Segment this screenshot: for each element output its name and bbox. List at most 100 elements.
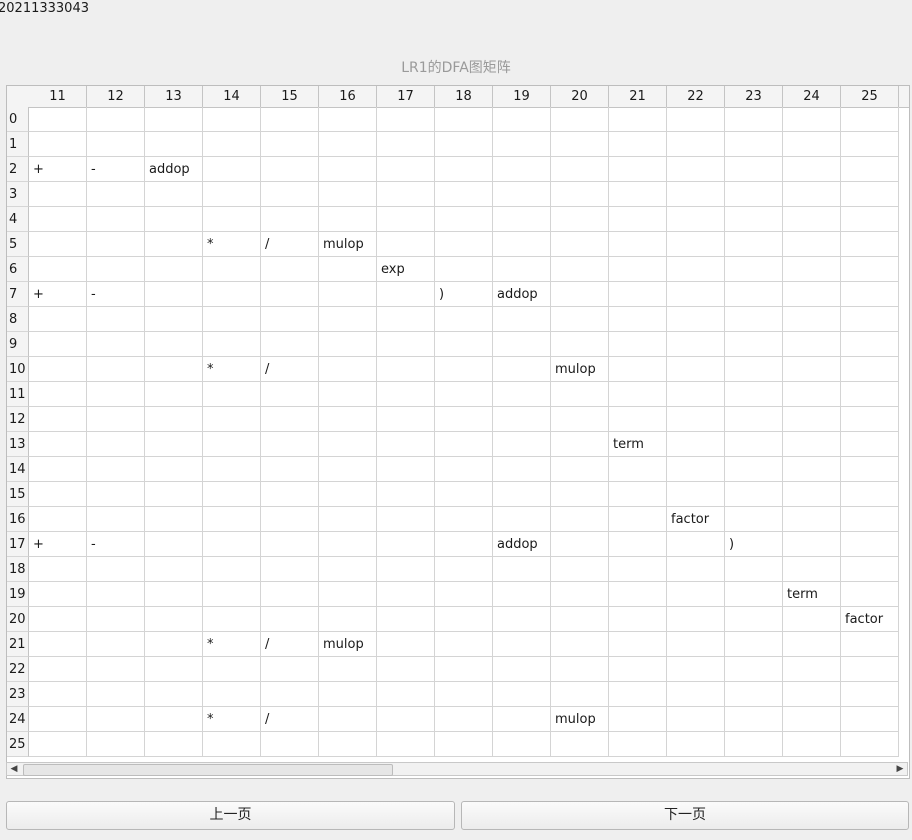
table-cell[interactable]: [435, 582, 493, 607]
table-cell[interactable]: [261, 282, 319, 307]
table-cell[interactable]: [261, 157, 319, 182]
table-cell[interactable]: [435, 507, 493, 532]
column-header[interactable]: 20: [551, 86, 609, 107]
table-cell[interactable]: [783, 207, 841, 232]
table-cell[interactable]: *: [203, 632, 261, 657]
table-cell[interactable]: [319, 607, 377, 632]
table-cell[interactable]: [203, 332, 261, 357]
table-cell[interactable]: [609, 632, 667, 657]
table-cell[interactable]: [377, 632, 435, 657]
table-cell[interactable]: [203, 407, 261, 432]
column-header[interactable]: 19: [493, 86, 551, 107]
table-cell[interactable]: [841, 707, 899, 732]
table-cell[interactable]: [783, 532, 841, 557]
table-cell[interactable]: [435, 557, 493, 582]
table-cell[interactable]: [725, 307, 783, 332]
table-cell[interactable]: [261, 607, 319, 632]
table-cell[interactable]: [609, 257, 667, 282]
table-cell[interactable]: [87, 557, 145, 582]
table-cell[interactable]: [145, 557, 203, 582]
table-cell[interactable]: [377, 732, 435, 757]
table-cell[interactable]: [435, 182, 493, 207]
table-cell[interactable]: [203, 582, 261, 607]
table-cell[interactable]: [377, 307, 435, 332]
table-cell[interactable]: [377, 557, 435, 582]
table-cell[interactable]: [725, 407, 783, 432]
table-cell[interactable]: addop: [493, 282, 551, 307]
table-cell[interactable]: [551, 682, 609, 707]
table-cell[interactable]: [551, 557, 609, 582]
table-cell[interactable]: [841, 157, 899, 182]
table-cell[interactable]: [377, 532, 435, 557]
table-cell[interactable]: [551, 532, 609, 557]
table-cell[interactable]: factor: [841, 607, 899, 632]
table-cell[interactable]: [841, 557, 899, 582]
row-header[interactable]: 25: [7, 732, 29, 757]
table-cell[interactable]: [145, 632, 203, 657]
table-cell[interactable]: [145, 207, 203, 232]
table-cell[interactable]: [435, 132, 493, 157]
row-header[interactable]: 23: [7, 682, 29, 707]
table-cell[interactable]: [87, 357, 145, 382]
table-cell[interactable]: [493, 182, 551, 207]
table-cell[interactable]: [319, 557, 377, 582]
table-cell[interactable]: [783, 407, 841, 432]
table-cell[interactable]: [667, 282, 725, 307]
table-cell[interactable]: [87, 182, 145, 207]
table-cell[interactable]: [493, 482, 551, 507]
table-cell[interactable]: [145, 182, 203, 207]
table-cell[interactable]: [29, 382, 87, 407]
table-cell[interactable]: [725, 582, 783, 607]
table-cell[interactable]: [725, 457, 783, 482]
table-cell[interactable]: [319, 332, 377, 357]
table-cell[interactable]: [319, 257, 377, 282]
table-cell[interactable]: [725, 732, 783, 757]
table-cell[interactable]: [783, 457, 841, 482]
table-cell[interactable]: [493, 432, 551, 457]
table-cell[interactable]: [493, 457, 551, 482]
table-cell[interactable]: [609, 207, 667, 232]
table-cell[interactable]: ): [725, 532, 783, 557]
table-cell[interactable]: [841, 332, 899, 357]
table-cell[interactable]: [29, 457, 87, 482]
row-header[interactable]: 18: [7, 557, 29, 582]
table-cell[interactable]: [319, 457, 377, 482]
row-header[interactable]: 15: [7, 482, 29, 507]
table-cell[interactable]: [435, 307, 493, 332]
table-cell[interactable]: [435, 382, 493, 407]
table-cell[interactable]: [725, 682, 783, 707]
table-cell[interactable]: [87, 332, 145, 357]
table-cell[interactable]: [203, 432, 261, 457]
table-cell[interactable]: [319, 207, 377, 232]
table-cell[interactable]: [725, 657, 783, 682]
table-cell[interactable]: [493, 632, 551, 657]
table-cell[interactable]: [319, 682, 377, 707]
table-cell[interactable]: [551, 732, 609, 757]
table-cell[interactable]: [29, 657, 87, 682]
table-cell[interactable]: *: [203, 357, 261, 382]
table-cell[interactable]: [87, 257, 145, 282]
table-cell[interactable]: [493, 207, 551, 232]
scroll-left-arrow-icon[interactable]: ◀: [10, 764, 18, 774]
table-cell[interactable]: [551, 307, 609, 332]
table-cell[interactable]: [725, 707, 783, 732]
table-cell[interactable]: [29, 332, 87, 357]
table-cell[interactable]: [551, 157, 609, 182]
table-cell[interactable]: [609, 732, 667, 757]
table-cell[interactable]: [551, 207, 609, 232]
table-cell[interactable]: [841, 107, 899, 132]
row-header[interactable]: 4: [7, 207, 29, 232]
table-cell[interactable]: [203, 307, 261, 332]
table-cell[interactable]: [29, 682, 87, 707]
table-cell[interactable]: [725, 357, 783, 382]
table-cell[interactable]: [261, 432, 319, 457]
table-cell[interactable]: [203, 182, 261, 207]
row-header[interactable]: 10: [7, 357, 29, 382]
table-cell[interactable]: [29, 582, 87, 607]
table-cell[interactable]: [145, 332, 203, 357]
table-cell[interactable]: [609, 407, 667, 432]
column-header[interactable]: 23: [725, 86, 783, 107]
table-cell[interactable]: *: [203, 707, 261, 732]
table-cell[interactable]: [377, 132, 435, 157]
table-cell[interactable]: [667, 232, 725, 257]
